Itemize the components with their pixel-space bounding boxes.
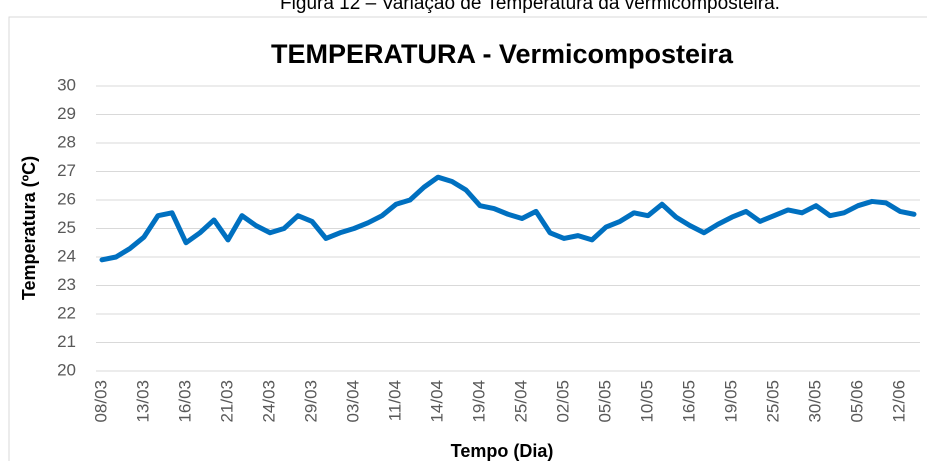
y-tick-label: 24 [57, 246, 76, 265]
x-tick-label: 14/04 [427, 380, 446, 423]
chart-title: TEMPERATURA - Vermicomposteira [271, 39, 734, 69]
x-tick-label: 11/04 [385, 380, 404, 421]
y-tick-label: 28 [57, 132, 76, 151]
data-line [99, 174, 917, 263]
caption: Figura 12 – Variação de Temperatura da v… [280, 0, 780, 14]
x-tick-label: 16/03 [175, 380, 194, 423]
x-tick-label: 24/03 [259, 380, 278, 423]
x-tick-label: 05/05 [595, 380, 614, 423]
y-tick-label: 23 [57, 275, 76, 294]
x-tick-label: 25/05 [763, 380, 782, 423]
x-tick-label: 21/03 [217, 380, 236, 423]
x-tick-label: 19/05 [721, 380, 740, 423]
y-tick-label: 27 [57, 161, 76, 180]
x-tick-label: 02/05 [553, 380, 572, 423]
y-tick-label: 22 [57, 303, 76, 322]
x-tick-label: 25/04 [511, 380, 530, 423]
x-tick-label: 19/04 [469, 380, 488, 423]
chart-frame [8, 16, 927, 461]
x-tick-label: 05/06 [847, 380, 866, 423]
x-tick-label: 08/03 [91, 380, 110, 423]
y-tick-label: 20 [57, 360, 76, 379]
x-tick-label: 13/03 [133, 380, 152, 423]
x-tick-label: 03/04 [343, 380, 362, 423]
y-tick-label: 26 [57, 189, 76, 208]
x-tick-label: 30/05 [805, 380, 824, 423]
y-tick-label: 29 [57, 104, 76, 123]
x-tick-label: 29/03 [301, 380, 320, 423]
y-tick-label: 21 [57, 332, 76, 351]
x-axis-label: Tempo (Dia) [451, 441, 554, 461]
x-tick-label: 12/06 [889, 380, 908, 423]
y-tick-label: 30 [57, 75, 76, 94]
x-tick-label: 10/05 [637, 380, 656, 423]
y-axis-label: Temperatura (ºC) [19, 156, 39, 300]
y-tick-label: 25 [57, 218, 76, 237]
x-tick-label: 16/05 [679, 380, 698, 423]
